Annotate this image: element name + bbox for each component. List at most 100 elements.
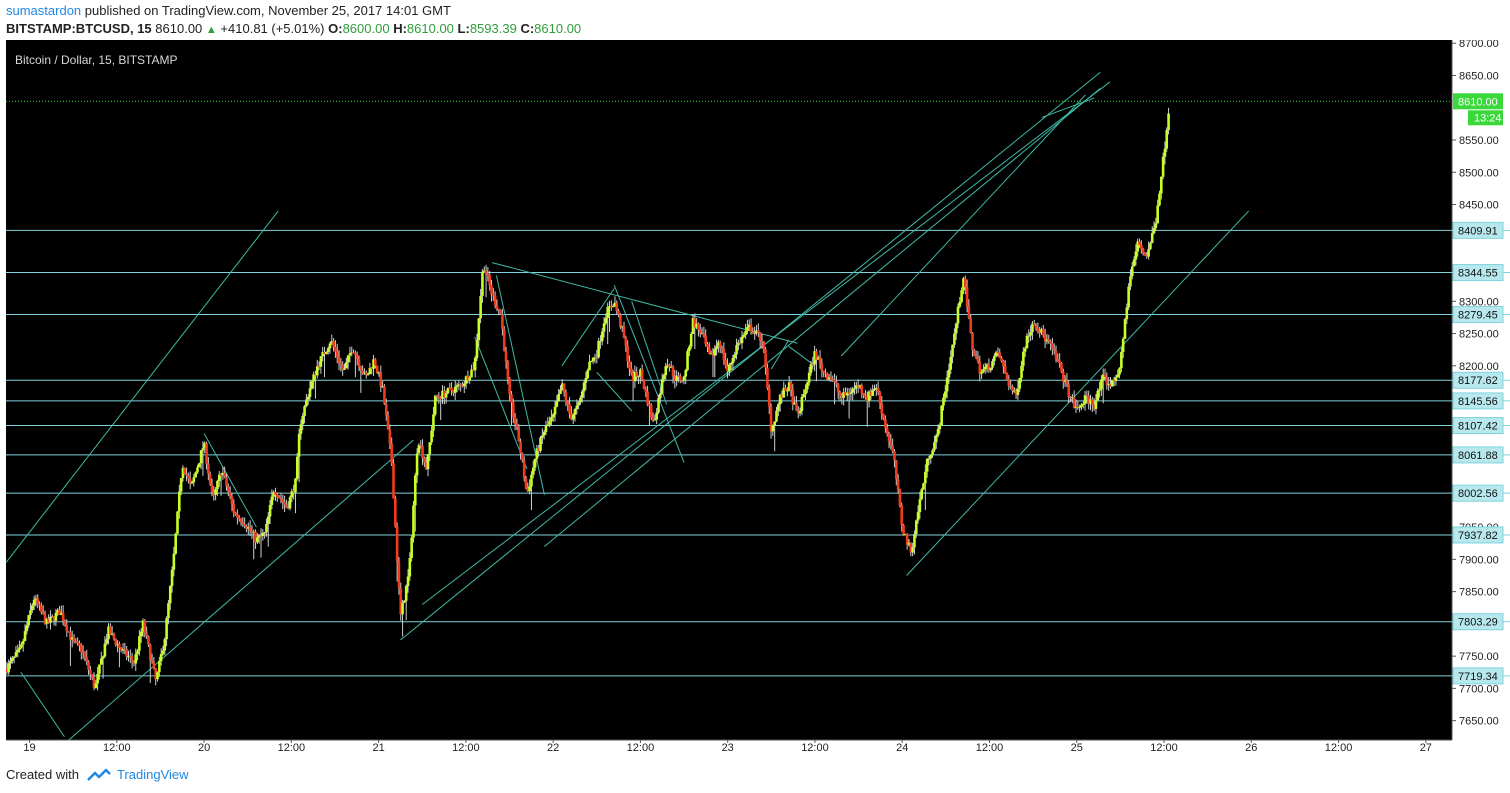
candle-body	[791, 390, 795, 405]
candle-body	[753, 332, 757, 334]
candle-body	[884, 418, 887, 428]
candle-body	[847, 392, 851, 395]
candle-body	[927, 458, 931, 460]
candle-body	[143, 620, 147, 633]
candle-body	[43, 613, 47, 624]
candle-body	[764, 349, 767, 368]
candle-body	[1152, 227, 1156, 234]
trendline[interactable]	[770, 339, 790, 370]
candle-body	[49, 617, 52, 623]
trendline[interactable]	[544, 88, 1101, 547]
level-badge	[1452, 221, 1504, 239]
candle-body	[1159, 176, 1163, 194]
y-tick-label: 8200.00	[1459, 361, 1499, 373]
candle-body	[771, 425, 775, 432]
candle-body	[902, 525, 905, 535]
candle-body	[1032, 323, 1036, 326]
chart-container[interactable]: 7650.007700.007750.007850.007900.007950.…	[5, 38, 1510, 757]
candle-body	[348, 353, 352, 356]
candle-body	[196, 467, 199, 473]
candle-body	[208, 473, 212, 485]
trendline[interactable]	[906, 210, 1250, 576]
candle-body	[1149, 242, 1152, 250]
candle-body	[1074, 406, 1078, 409]
candle-body	[762, 341, 766, 350]
candle-body	[433, 395, 437, 415]
candle-body	[141, 620, 145, 632]
candle-body	[361, 370, 364, 374]
trendline[interactable]	[68, 439, 414, 741]
candle-body	[390, 443, 393, 464]
candle-body	[279, 497, 283, 500]
trendline[interactable]	[840, 94, 1086, 357]
trendline[interactable]	[400, 71, 1101, 641]
candle-body	[880, 403, 884, 414]
trendline[interactable]	[596, 371, 633, 412]
candle-body	[259, 535, 263, 537]
level-badge-label: 8002.56	[1458, 488, 1498, 500]
candle-body	[689, 333, 693, 347]
candle-body	[862, 393, 865, 396]
level-badge	[1452, 306, 1504, 324]
level-badge-label: 7719.34	[1458, 671, 1498, 683]
candle-body	[544, 425, 548, 432]
trendline[interactable]	[474, 336, 528, 470]
candle-body	[642, 379, 646, 389]
candle-body	[40, 605, 43, 612]
candle-body	[488, 275, 491, 286]
candle-body	[920, 489, 924, 500]
candle-body	[339, 363, 343, 365]
candle-body	[568, 404, 571, 414]
price-chart[interactable]: 7650.007700.007750.007850.007900.007950.…	[5, 38, 1510, 757]
candle-body	[1027, 335, 1031, 337]
candle-body	[1078, 407, 1081, 409]
footer: Created with TradingView	[6, 767, 189, 782]
candle-body	[127, 656, 130, 658]
candle-body	[1145, 255, 1149, 257]
candle-body	[1067, 384, 1071, 398]
x-tick-label: 12:00	[801, 742, 829, 754]
candle-body	[775, 410, 778, 422]
trendline[interactable]	[631, 301, 668, 405]
candle-body	[804, 389, 807, 395]
candle-body	[958, 301, 962, 307]
candle-body	[865, 397, 869, 402]
trendline[interactable]	[5, 210, 279, 563]
candle-body	[1042, 329, 1045, 336]
trendline[interactable]	[421, 81, 1111, 605]
candle-body	[374, 359, 377, 366]
candle-body	[1163, 148, 1167, 157]
candle-body	[221, 472, 225, 475]
countdown-label: 13:24	[1474, 112, 1502, 124]
candle-body	[537, 448, 541, 451]
candle-body	[666, 365, 669, 367]
candle-body	[1058, 360, 1061, 363]
candle-body	[246, 526, 250, 529]
candle-body	[956, 306, 960, 324]
candle-body	[826, 373, 829, 380]
trendline[interactable]	[561, 288, 615, 367]
candle-body	[1012, 390, 1016, 392]
candle-body	[769, 406, 773, 432]
candle-body	[604, 317, 608, 324]
candle-body	[123, 648, 127, 650]
candle-body	[292, 491, 295, 493]
level-badge-label: 8344.55	[1458, 268, 1498, 280]
chart-title: Bitcoin / Dollar, 15, BITSTAMP	[15, 53, 178, 67]
candle-body	[943, 391, 947, 398]
low-label: L:	[457, 21, 470, 36]
trendline[interactable]	[20, 671, 65, 738]
candle-body	[355, 354, 359, 360]
candle-body	[50, 616, 54, 618]
x-tick-label: 12:00	[976, 742, 1004, 754]
candle-body	[270, 496, 274, 505]
author-link[interactable]: sumastardon	[6, 3, 82, 18]
candle-body	[63, 621, 67, 626]
trendline[interactable]	[203, 433, 257, 528]
candle-body	[243, 523, 246, 527]
tradingview-link[interactable]: TradingView	[116, 767, 189, 782]
candle-body	[542, 431, 546, 436]
candle-body	[1085, 395, 1089, 397]
trendline[interactable]	[1041, 97, 1095, 118]
trendline[interactable]	[613, 284, 685, 463]
